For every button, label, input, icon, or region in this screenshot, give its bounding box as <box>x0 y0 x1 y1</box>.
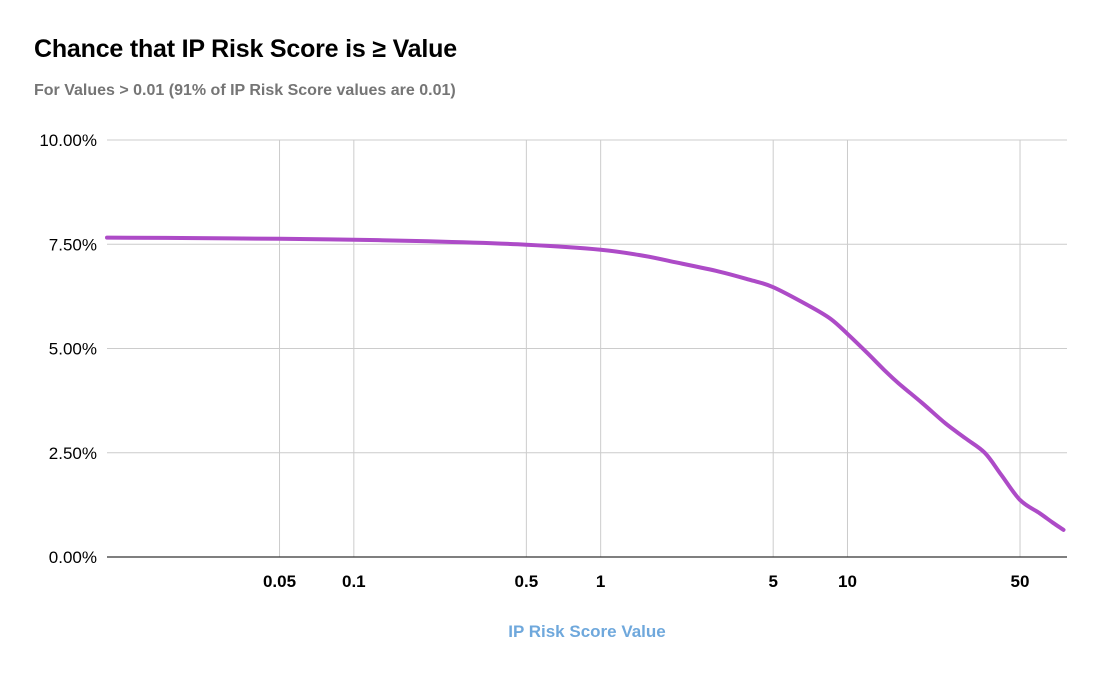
chart-subtitle: For Values > 0.01 (91% of IP Risk Score … <box>34 82 456 99</box>
x-tick-label: 5 <box>768 572 777 591</box>
y-tick-label: 2.50% <box>49 444 97 463</box>
chart-title: Chance that IP Risk Score is ≥ Value <box>34 35 457 63</box>
x-tick-label: 0.1 <box>342 572 366 591</box>
x-tick-label: 0.05 <box>263 572 296 591</box>
x-tick-label: 0.5 <box>515 572 539 591</box>
series-line <box>105 235 1066 532</box>
y-tick-label: 10.00% <box>39 131 97 150</box>
y-tick-label: 5.00% <box>49 340 97 359</box>
x-tick-label: 50 <box>1011 572 1030 591</box>
y-tick-label: 0.00% <box>49 548 97 567</box>
x-tick-label: 10 <box>838 572 857 591</box>
x-tick-label: 1 <box>596 572 605 591</box>
y-tick-label: 7.50% <box>49 235 97 254</box>
x-axis-title: IP Risk Score Value <box>508 622 666 641</box>
